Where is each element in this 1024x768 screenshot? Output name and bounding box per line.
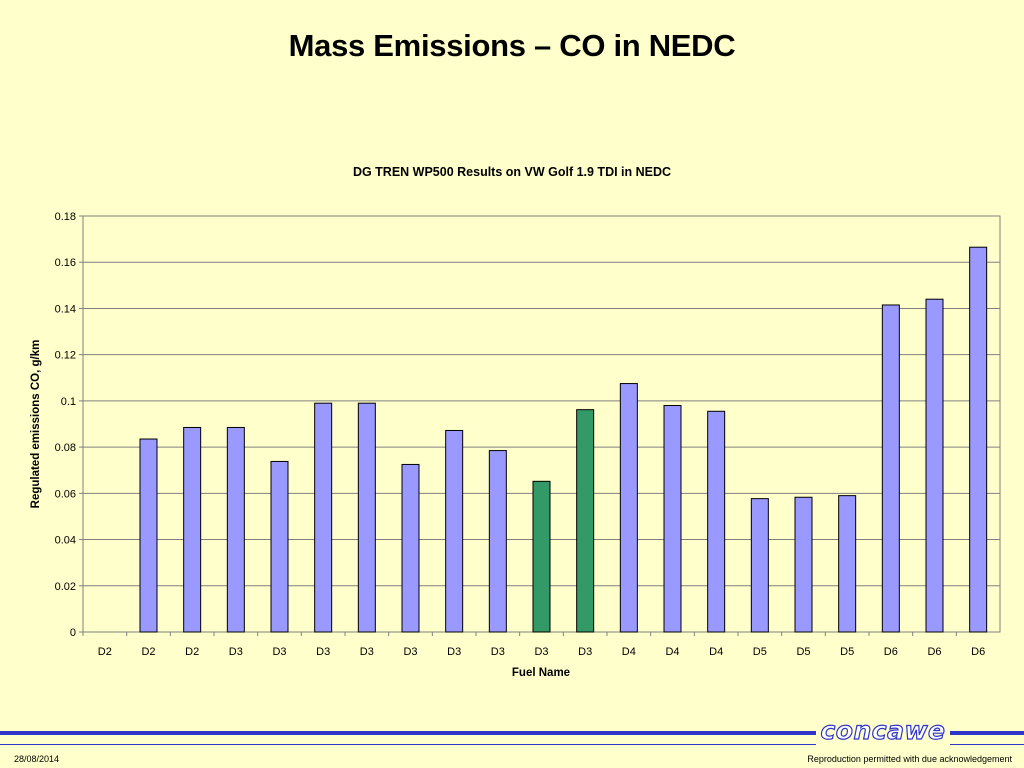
- y-tick-label: 0.04: [55, 535, 76, 547]
- footer-divider-thin: [0, 744, 1024, 745]
- bar: [663, 405, 682, 633]
- y-tick-label: 0.02: [55, 581, 76, 593]
- x-tick-label: D3: [272, 646, 286, 658]
- x-tick-label: D6: [884, 646, 898, 658]
- y-tick-label: 0: [70, 627, 76, 639]
- bar: [969, 246, 988, 633]
- x-tick-label: D3: [360, 646, 374, 658]
- x-tick-label: D4: [665, 646, 679, 658]
- y-tick-label: 0.1: [61, 396, 76, 408]
- bar: [488, 450, 507, 633]
- slide-title: Mass Emissions – CO in NEDC: [288, 28, 736, 63]
- bar: [445, 429, 464, 633]
- bar: [576, 409, 595, 633]
- bar: [925, 298, 944, 633]
- bar: [619, 383, 638, 633]
- x-tick-label: D2: [141, 646, 155, 658]
- y-tick-label: 0.14: [55, 303, 76, 315]
- bar: [750, 498, 769, 633]
- bar: [139, 438, 158, 633]
- bar: [794, 496, 813, 633]
- concawe-logo: concawe: [816, 716, 950, 745]
- footer-note: Reproduction permitted with due acknowle…: [807, 754, 1012, 764]
- x-tick-label: D3: [447, 646, 461, 658]
- x-tick-label: D3: [534, 646, 548, 658]
- x-tick-label: D2: [98, 646, 112, 658]
- x-tick-label: D3: [578, 646, 592, 658]
- x-tick-label: D3: [491, 646, 505, 658]
- bar: [707, 410, 726, 633]
- y-tick-label: 0.12: [55, 350, 76, 362]
- x-tick-label: D5: [753, 646, 767, 658]
- bars: [139, 246, 988, 633]
- x-tick-label: D5: [796, 646, 810, 658]
- bar: [183, 426, 202, 633]
- chart-title: DG TREN WP500 Results on VW Golf 1.9 TDI…: [353, 165, 671, 179]
- x-axis: D2 D2 D2 D3 D3 D3 D3 D3 D3 D3 D3 D3 D4 D4 D4 D5 D5 D5 D6 D6…: [82, 632, 985, 658]
- bar: [270, 460, 289, 633]
- x-tick-label: D4: [709, 646, 723, 658]
- bar: [357, 402, 376, 633]
- y-tick-label: 0.06: [55, 488, 76, 500]
- x-axis-label: Fuel Name: [512, 667, 570, 679]
- x-tick-label: D3: [229, 646, 243, 658]
- bar: [314, 402, 333, 633]
- y-axis: 0 0.02 0.04 0.06 0.08 0.1 0.12 0.14 0.16 0.18: [55, 211, 83, 639]
- y-axis-label: Regulated emissions CO, g/km: [30, 340, 42, 509]
- footer-divider: [0, 731, 1024, 735]
- bar: [881, 304, 900, 633]
- x-tick-label: D3: [316, 646, 330, 658]
- x-tick-label: D2: [185, 646, 199, 658]
- y-tick-label: 0.08: [55, 442, 76, 454]
- bar: [838, 495, 857, 633]
- footer-date: 28/08/2014: [14, 754, 60, 764]
- y-tick-label: 0.18: [55, 211, 76, 223]
- x-tick-label: D4: [622, 646, 636, 658]
- bar: [532, 480, 551, 633]
- x-tick-label: D6: [971, 646, 985, 658]
- y-tick-label: 0.16: [55, 257, 76, 269]
- bar-chart: DG TREN WP500 Results on VW Golf 1.9 TDI…: [30, 165, 1001, 679]
- bar: [401, 463, 420, 633]
- bar: [226, 426, 245, 633]
- x-tick-label: D3: [403, 646, 417, 658]
- x-tick-label: D6: [927, 646, 941, 658]
- x-tick-label: D5: [840, 646, 854, 658]
